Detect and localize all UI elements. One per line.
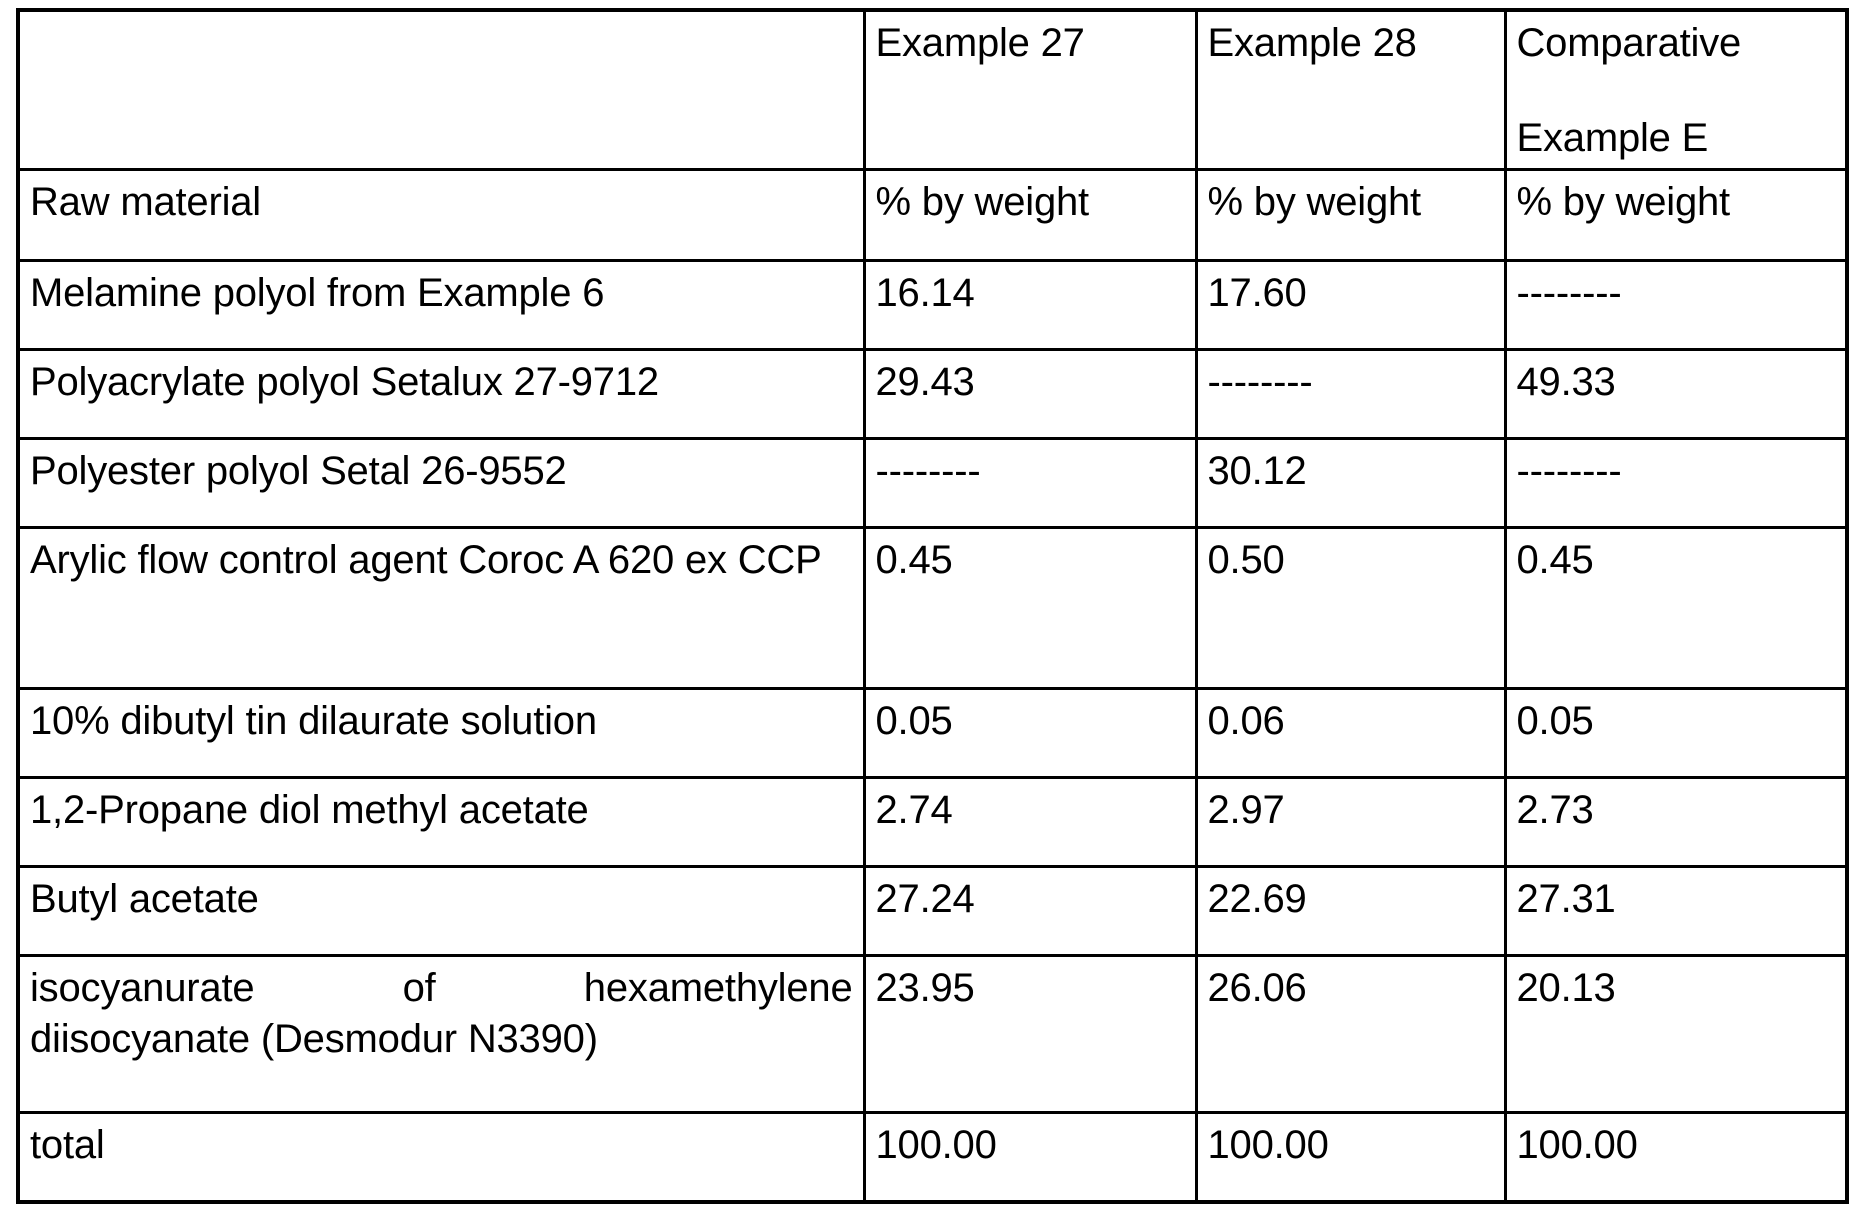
table-row: Butyl acetate 27.24 22.69 27.31 xyxy=(18,867,1847,956)
row-label-arylic-flow-control-agent: Arylic flow control agent Coroc A 620 ex… xyxy=(18,528,864,689)
row-label-polyester-polyol: Polyester polyol Setal 26-9552 xyxy=(18,439,864,528)
header-comparative-line1: Comparative xyxy=(1517,18,1836,69)
formulation-table: Example 27 Example 28 Comparative Exampl… xyxy=(16,8,1849,1204)
header-cell-example-27: Example 27 xyxy=(864,10,1196,170)
row-value-ex27: 16.14 xyxy=(864,261,1196,350)
row-label-line1: isocyanurate of hexamethylene xyxy=(30,966,853,1010)
row-value-ex27: 2.74 xyxy=(864,778,1196,867)
table-row: Melamine polyol from Example 6 16.14 17.… xyxy=(18,261,1847,350)
row-value-ex28: -------- xyxy=(1196,350,1505,439)
row-value-compe: -------- xyxy=(1505,261,1847,350)
row-value-compe: 0.45 xyxy=(1505,528,1847,689)
row-value-ex27: 0.05 xyxy=(864,689,1196,778)
row-value-ex28: 26.06 xyxy=(1196,956,1505,1113)
document-page: Example 27 Example 28 Comparative Exampl… xyxy=(0,0,1861,1225)
row-label-melamine-polyol: Melamine polyol from Example 6 xyxy=(18,261,864,350)
table-row: isocyanurate of hexamethylene diisocyana… xyxy=(18,956,1847,1113)
row-value-ex27: 23.95 xyxy=(864,956,1196,1113)
row-value-ex28: 100.00 xyxy=(1196,1113,1505,1203)
row-value-compe: 100.00 xyxy=(1505,1113,1847,1203)
row-value-ex27: -------- xyxy=(864,439,1196,528)
row-label-dibutyl-tin-dilaurate: 10% dibutyl tin dilaurate solution xyxy=(18,689,864,778)
table-row: 10% dibutyl tin dilaurate solution 0.05 … xyxy=(18,689,1847,778)
units-cell-comparative-e: % by weight xyxy=(1505,170,1847,261)
row-value-compe: 27.31 xyxy=(1505,867,1847,956)
units-row-label: Raw material xyxy=(18,170,864,261)
units-cell-example-27: % by weight xyxy=(864,170,1196,261)
row-value-ex28: 0.50 xyxy=(1196,528,1505,689)
row-label-isocyanurate-hexamethylene: isocyanurate of hexamethylene diisocyana… xyxy=(18,956,864,1113)
row-value-compe: 2.73 xyxy=(1505,778,1847,867)
row-value-compe: -------- xyxy=(1505,439,1847,528)
header-comparative-line2: Example E xyxy=(1517,113,1836,164)
row-value-compe: 20.13 xyxy=(1505,956,1847,1113)
table-row: Polyester polyol Setal 26-9552 -------- … xyxy=(18,439,1847,528)
row-label-propane-diol-methyl-acetate: 1,2-Propane diol methyl acetate xyxy=(18,778,864,867)
header-cell-corner xyxy=(18,10,864,170)
row-value-ex28: 2.97 xyxy=(1196,778,1505,867)
row-value-ex27: 0.45 xyxy=(864,528,1196,689)
row-value-ex27: 29.43 xyxy=(864,350,1196,439)
header-cell-comparative-example-e: Comparative Example E xyxy=(1505,10,1847,170)
row-value-ex27: 27.24 xyxy=(864,867,1196,956)
header-comparative-spacer xyxy=(1517,69,1836,113)
row-value-ex28: 17.60 xyxy=(1196,261,1505,350)
row-value-compe: 49.33 xyxy=(1505,350,1847,439)
row-label-line2: diisocyanate (Desmodur N3390) xyxy=(30,1014,853,1065)
row-value-ex28: 0.06 xyxy=(1196,689,1505,778)
table-row: 1,2-Propane diol methyl acetate 2.74 2.9… xyxy=(18,778,1847,867)
row-value-ex28: 22.69 xyxy=(1196,867,1505,956)
row-value-ex28: 30.12 xyxy=(1196,439,1505,528)
row-label-total: total xyxy=(18,1113,864,1203)
header-cell-example-28: Example 28 xyxy=(1196,10,1505,170)
row-label-line1: Arylic flow control agent Coroc A 620 xyxy=(30,538,674,582)
table-row: Arylic flow control agent Coroc A 620 ex… xyxy=(18,528,1847,689)
row-label-line2: ex CCP xyxy=(685,538,822,582)
table-row-total: total 100.00 100.00 100.00 xyxy=(18,1113,1847,1203)
units-cell-example-28: % by weight xyxy=(1196,170,1505,261)
row-label-polyacrylate-polyol: Polyacrylate polyol Setalux 27-9712 xyxy=(18,350,864,439)
row-value-ex27: 100.00 xyxy=(864,1113,1196,1203)
row-value-compe: 0.05 xyxy=(1505,689,1847,778)
row-label-butyl-acetate: Butyl acetate xyxy=(18,867,864,956)
table-units-row: Raw material % by weight % by weight % b… xyxy=(18,170,1847,261)
table-header-row: Example 27 Example 28 Comparative Exampl… xyxy=(18,10,1847,170)
table-row: Polyacrylate polyol Setalux 27-9712 29.4… xyxy=(18,350,1847,439)
